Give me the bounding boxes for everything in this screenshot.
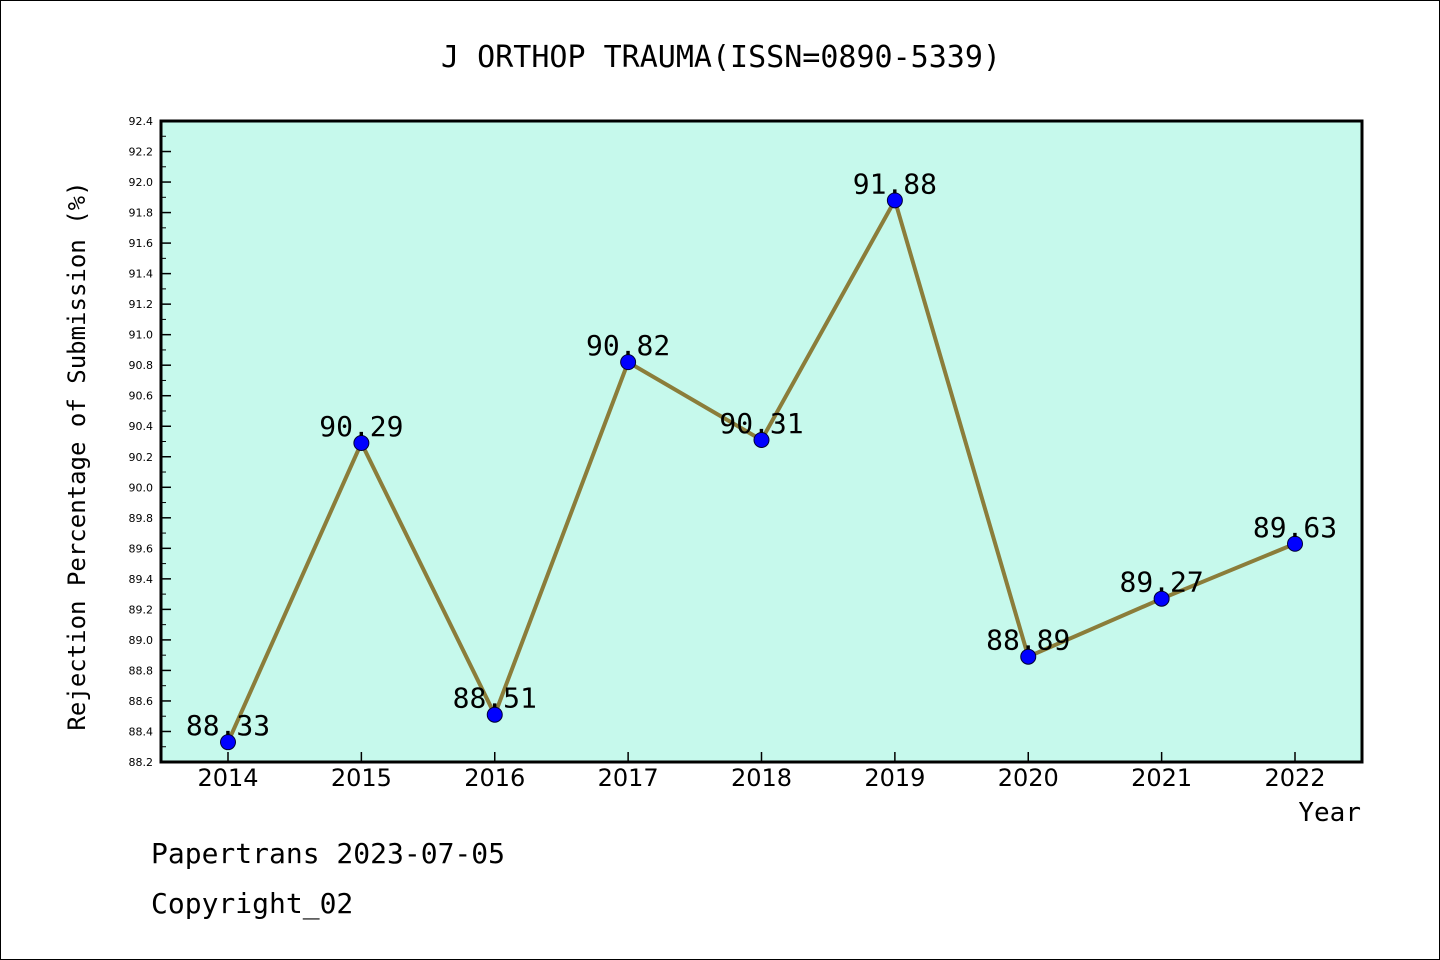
data-point bbox=[486, 706, 503, 723]
y-tick-label: 90.6 bbox=[129, 390, 154, 403]
data-points bbox=[220, 192, 1303, 751]
x-tick-label: 2014 bbox=[197, 764, 258, 792]
x-tick-label: 2016 bbox=[464, 764, 525, 792]
y-tick-label: 89.6 bbox=[129, 542, 154, 555]
y-axis-label: Rejection Percentage of Submission (%) bbox=[63, 181, 91, 730]
data-label: 89.63 bbox=[1253, 511, 1337, 544]
y-axis-ticks: 88.2 88.4 88.6 88.8 89.0 89.2 89.4 89.6 89.8 90.0… bbox=[129, 115, 171, 769]
data-label: 90.29 bbox=[319, 410, 403, 443]
y-tick-label: 91.8 bbox=[129, 207, 154, 220]
x-tick-label: 2022 bbox=[1264, 764, 1325, 792]
y-tick-label: 91.6 bbox=[129, 237, 154, 250]
data-label: 88.51 bbox=[453, 682, 537, 715]
x-axis-ticks: 2014 2015 2016 2017 2018 2019 2020 2021 2022 bbox=[197, 752, 1326, 792]
x-tick-label: 2018 bbox=[731, 764, 792, 792]
data-point bbox=[1153, 590, 1170, 607]
data-point bbox=[1020, 648, 1037, 665]
y-tick-label: 91.0 bbox=[129, 329, 154, 342]
plot-frame bbox=[159, 119, 1364, 764]
y-tick-label: 88.6 bbox=[129, 695, 154, 708]
data-label: 88.89 bbox=[986, 624, 1070, 657]
y-tick-label: 91.2 bbox=[129, 298, 154, 311]
data-label: 90.82 bbox=[586, 329, 670, 362]
y-tick-label: 89.8 bbox=[129, 512, 154, 525]
y-tick-label: 92.2 bbox=[129, 146, 154, 159]
footer-date: Papertrans 2023-07-05 bbox=[151, 837, 506, 870]
footer-copyright: Copyright_02 bbox=[151, 887, 354, 920]
x-tick-label: 2021 bbox=[1131, 764, 1192, 792]
y-tick-label: 89.4 bbox=[129, 573, 154, 586]
data-label: 88.33 bbox=[186, 709, 270, 742]
data-point bbox=[353, 435, 370, 452]
y-tick-label: 92.4 bbox=[129, 115, 154, 128]
x-tick-label: 2019 bbox=[864, 764, 925, 792]
y-tick-label: 88.4 bbox=[129, 725, 154, 738]
y-tick-label: 90.0 bbox=[129, 481, 154, 494]
y-tick-label: 90.8 bbox=[129, 359, 154, 372]
data-labels: 88.33 90.29 88.51 90.82 90.31 91.88 88.89 89.27… bbox=[186, 167, 1337, 742]
data-point bbox=[620, 354, 637, 371]
y-tick-label: 89.2 bbox=[129, 603, 154, 616]
y-tick-label: 88.8 bbox=[129, 664, 154, 677]
data-point bbox=[1287, 535, 1303, 552]
x-tick-label: 2020 bbox=[998, 764, 1059, 792]
chart-title: J ORTHOP TRAUMA(ISSN=0890-5339) bbox=[441, 40, 1001, 75]
x-axis-label: Year bbox=[1298, 798, 1361, 828]
data-label: 89.27 bbox=[1119, 566, 1203, 599]
y-tick-label: 90.2 bbox=[129, 451, 154, 464]
x-tick-label: 2015 bbox=[331, 764, 392, 792]
data-label: 91.88 bbox=[853, 167, 937, 200]
y-tick-label: 90.4 bbox=[129, 420, 154, 433]
data-label: 90.31 bbox=[719, 407, 803, 440]
y-tick-label: 91.4 bbox=[129, 268, 154, 281]
data-point bbox=[886, 192, 903, 209]
x-tick-label: 2017 bbox=[598, 764, 659, 792]
y-tick-label: 92.0 bbox=[129, 176, 154, 189]
data-point bbox=[753, 431, 770, 448]
data-point bbox=[220, 734, 236, 751]
y-tick-label: 88.2 bbox=[129, 756, 154, 769]
y-tick-label: 89.0 bbox=[129, 634, 154, 647]
